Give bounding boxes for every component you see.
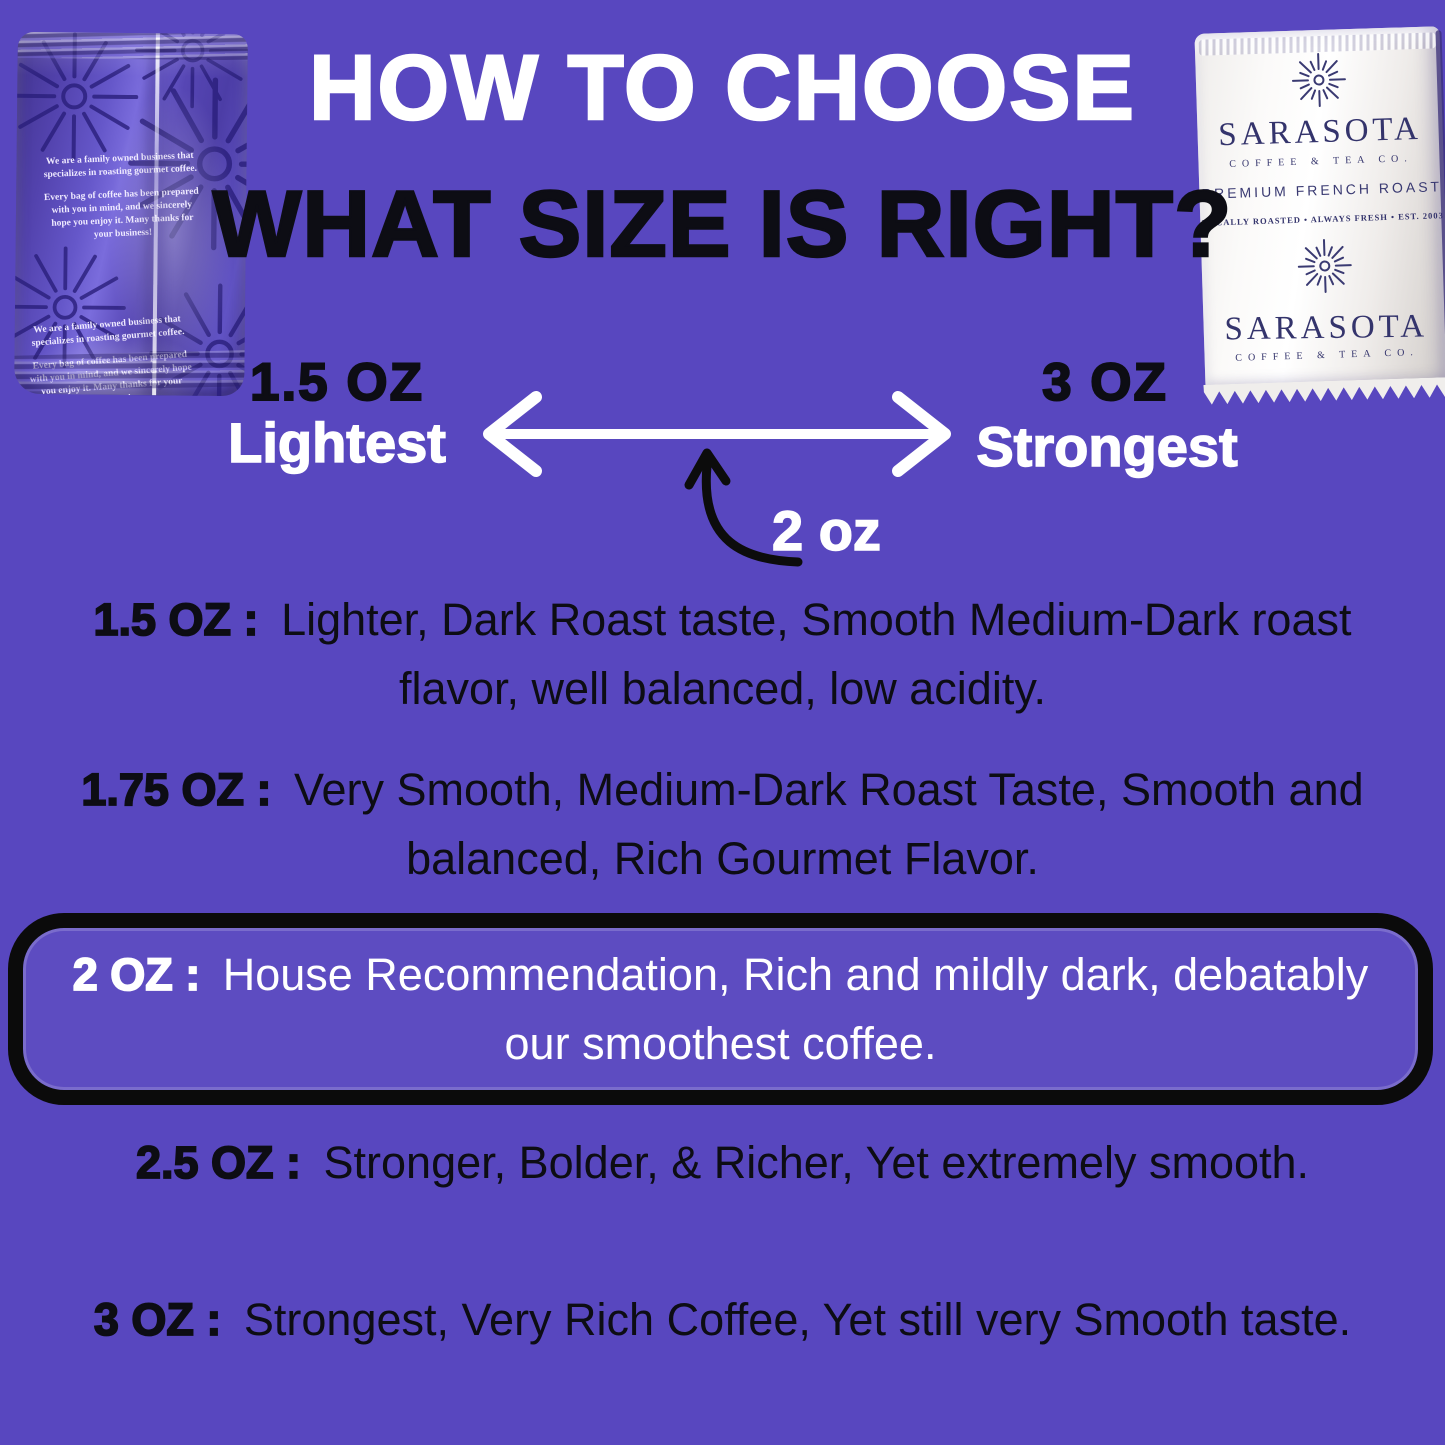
size-text: Lighter, Dark Roast taste, Smooth Medium…: [281, 594, 1352, 714]
scale-min-size: 1.5 OZ: [249, 352, 424, 413]
recommended-size-box: 2 OZ : House Recommendation, Rich and mi…: [8, 913, 1433, 1105]
curved-up-arrow-icon: [684, 448, 803, 567]
size-label: 1.5 OZ :: [93, 593, 260, 646]
size-text: House Recommendation, Rich and mildly da…: [222, 949, 1369, 1069]
size-description-3oz: 3 OZ : Strongest, Very Rich Coffee, Yet …: [28, 1285, 1417, 1354]
scale-mid-size: 2 oz: [771, 498, 881, 563]
page-subtitle: WHAT SIZE IS RIGHT?: [211, 170, 1233, 278]
scale-min-label: Lightest: [227, 410, 446, 475]
double-headed-arrow-icon: [483, 391, 951, 477]
sunburst-icon: [1297, 238, 1352, 293]
size-description-1-5oz: 1.5 OZ : Lighter, Dark Roast taste, Smoo…: [28, 585, 1417, 723]
size-label: 2.5 OZ :: [135, 1136, 302, 1189]
size-label: 3 OZ :: [93, 1293, 222, 1346]
size-text: Stronger, Bolder, & Richer, Yet extremel…: [323, 1137, 1310, 1188]
scale-max-size: 3 OZ: [1041, 352, 1168, 413]
scale-max-label: Strongest: [976, 414, 1239, 479]
size-text: Very Smooth, Medium-Dark Roast Taste, Sm…: [293, 764, 1364, 884]
sunburst-icon: [1291, 53, 1346, 108]
white-coffee-bag-photo: SARASOTA COFFEE & TEA CO. PREMIUM FRENCH…: [1194, 26, 1445, 392]
size-label: 1.75 OZ :: [80, 763, 272, 816]
page-title: HOW TO CHOOSE: [308, 36, 1136, 141]
size-description-1-75oz: 1.75 OZ : Very Smooth, Medium-Dark Roast…: [28, 755, 1417, 893]
size-description-2oz: 2 OZ : House Recommendation, Rich and mi…: [23, 940, 1418, 1078]
brand-subtitle: COFFEE & TEA CO.: [1235, 347, 1420, 364]
brand-name: SARASOTA: [1224, 308, 1429, 348]
bag-crimp-zigzag: [1203, 377, 1445, 405]
bag-crimp-bottom: [14, 350, 248, 392]
brand-subtitle: COFFEE & TEA CO.: [1229, 153, 1413, 170]
size-description-2-5oz: 2.5 OZ : Stronger, Bolder, & Richer, Yet…: [28, 1128, 1417, 1197]
size-label: 2 OZ :: [72, 948, 201, 1001]
size-text: Strongest, Very Rich Coffee, Yet still v…: [243, 1294, 1352, 1345]
